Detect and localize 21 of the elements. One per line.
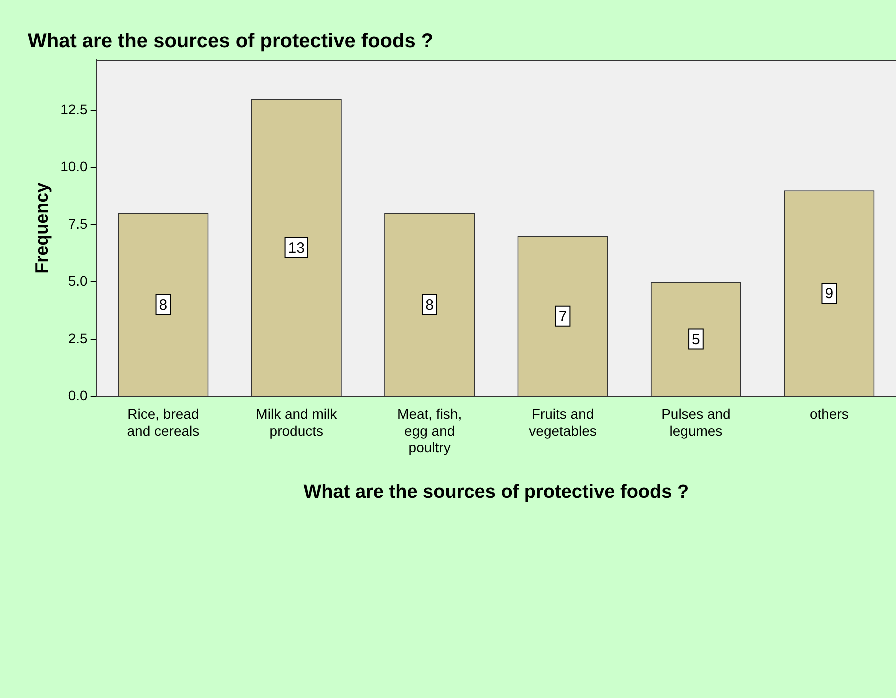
x-tick-label: Rice, bread and cereals — [127, 406, 200, 439]
y-axis-title: Frequency — [32, 182, 52, 274]
data-label: 8 — [426, 297, 434, 314]
data-label: 8 — [159, 297, 168, 314]
x-tick-label: others — [810, 406, 849, 422]
y-tick-label: 5.0 — [68, 273, 88, 290]
y-tick-label: 0.0 — [68, 388, 88, 404]
x-axis-title: What are the sources of protective foods ? — [304, 482, 690, 503]
data-label: 13 — [288, 240, 305, 257]
x-tick-label: Fruits and vegetables — [529, 406, 597, 439]
data-label: 7 — [558, 308, 568, 326]
y-tick-label: 10.0 — [60, 158, 88, 175]
y-tick-label: 12.5 — [60, 101, 88, 118]
data-label: 5 — [692, 331, 700, 348]
y-tick-label: 2.5 — [68, 330, 88, 346]
data-label: 9 — [825, 286, 834, 303]
chart-title: What are the sources of protective foods ? — [28, 30, 434, 53]
y-tick-label: 7.5 — [68, 216, 88, 232]
x-tick-label: Pulses and legumes — [662, 406, 731, 439]
x-tick-label: Milk and milk products — [256, 406, 338, 439]
x-tick-label: Meat, fish, egg and poultry — [398, 406, 462, 456]
